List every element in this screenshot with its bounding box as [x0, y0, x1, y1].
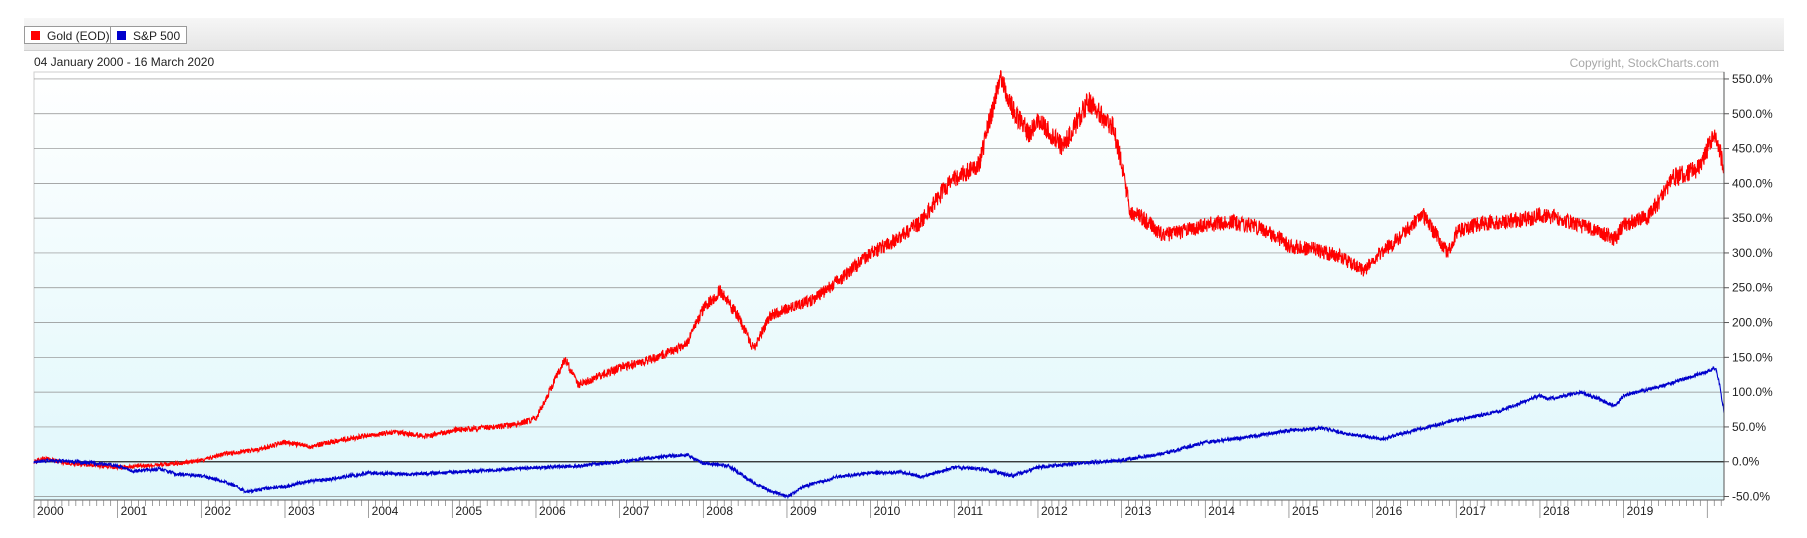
- y-tick-label: -50.0%: [1732, 490, 1770, 504]
- date-range-label: 04 January 2000 - 16 March 2020: [34, 55, 215, 69]
- x-tick-label: 2018: [1543, 504, 1570, 518]
- x-axis: 2000 2001 2002 2003 2004 2005 2006 2007 2008 2009…: [33, 499, 1724, 518]
- legend-label-gold: Gold (EOD): [47, 29, 110, 43]
- x-tick-label: 2017: [1459, 504, 1486, 518]
- y-tick-label: 250.0%: [1732, 281, 1773, 295]
- x-tick-label: 2003: [288, 504, 315, 518]
- x-tick-label: 2014: [1208, 504, 1235, 518]
- x-tick-label: 2002: [204, 504, 231, 518]
- grid-lines: [34, 78, 1724, 497]
- x-tick-label: 2011: [957, 504, 983, 518]
- series-line-gold: [33, 70, 1725, 471]
- y-tick-label: 450.0%: [1732, 142, 1773, 156]
- legend-item-sp500[interactable]: S&P 500: [110, 26, 188, 44]
- legend-label-sp500: S&P 500: [133, 29, 181, 43]
- x-tick-label: 2006: [539, 504, 566, 518]
- y-axis: 550.0% 500.0% 450.0% 400.0% 350.0% 300.0% 250.…: [1723, 72, 1773, 504]
- x-tick-label: 2015: [1292, 504, 1319, 518]
- y-tick-label: 550.0%: [1732, 72, 1773, 86]
- legend-bar: Gold (EOD) S&P 500: [24, 18, 1784, 51]
- x-tick-label: 2009: [790, 504, 817, 518]
- sp500-swatch-icon: [117, 31, 126, 40]
- y-tick-label: 100.0%: [1732, 385, 1773, 399]
- x-tick-label: 2008: [706, 504, 733, 518]
- x-tick-label: 2005: [455, 504, 482, 518]
- y-tick-label: 200.0%: [1732, 316, 1773, 330]
- y-tick-label: 150.0%: [1732, 350, 1773, 364]
- y-tick-label: 0.0%: [1732, 455, 1760, 469]
- y-tick-label: 400.0%: [1732, 176, 1773, 190]
- x-tick-label: 2010: [874, 504, 901, 518]
- x-tick-label: 2019: [1627, 504, 1654, 518]
- plot-background: [33, 71, 1725, 501]
- x-tick-label: 2012: [1041, 504, 1068, 518]
- x-tick-label: 2004: [372, 504, 399, 518]
- x-tick-label: 2016: [1376, 504, 1403, 518]
- y-tick-label: 300.0%: [1732, 246, 1773, 260]
- series-line-sp500: [33, 365, 1725, 500]
- y-tick-label: 500.0%: [1732, 107, 1773, 121]
- series-group: [33, 70, 1725, 500]
- x-tick-label: 2007: [623, 504, 650, 518]
- x-tick-label: 2013: [1125, 504, 1152, 518]
- y-tick-label: 350.0%: [1732, 211, 1773, 225]
- x-tick-label: 2001: [121, 504, 148, 518]
- copyright-label: Copyright, StockCharts.com: [1569, 56, 1719, 70]
- y-tick-label: 50.0%: [1732, 420, 1766, 434]
- gold-swatch-icon: [31, 31, 40, 40]
- x-tick-label: 2000: [37, 504, 64, 518]
